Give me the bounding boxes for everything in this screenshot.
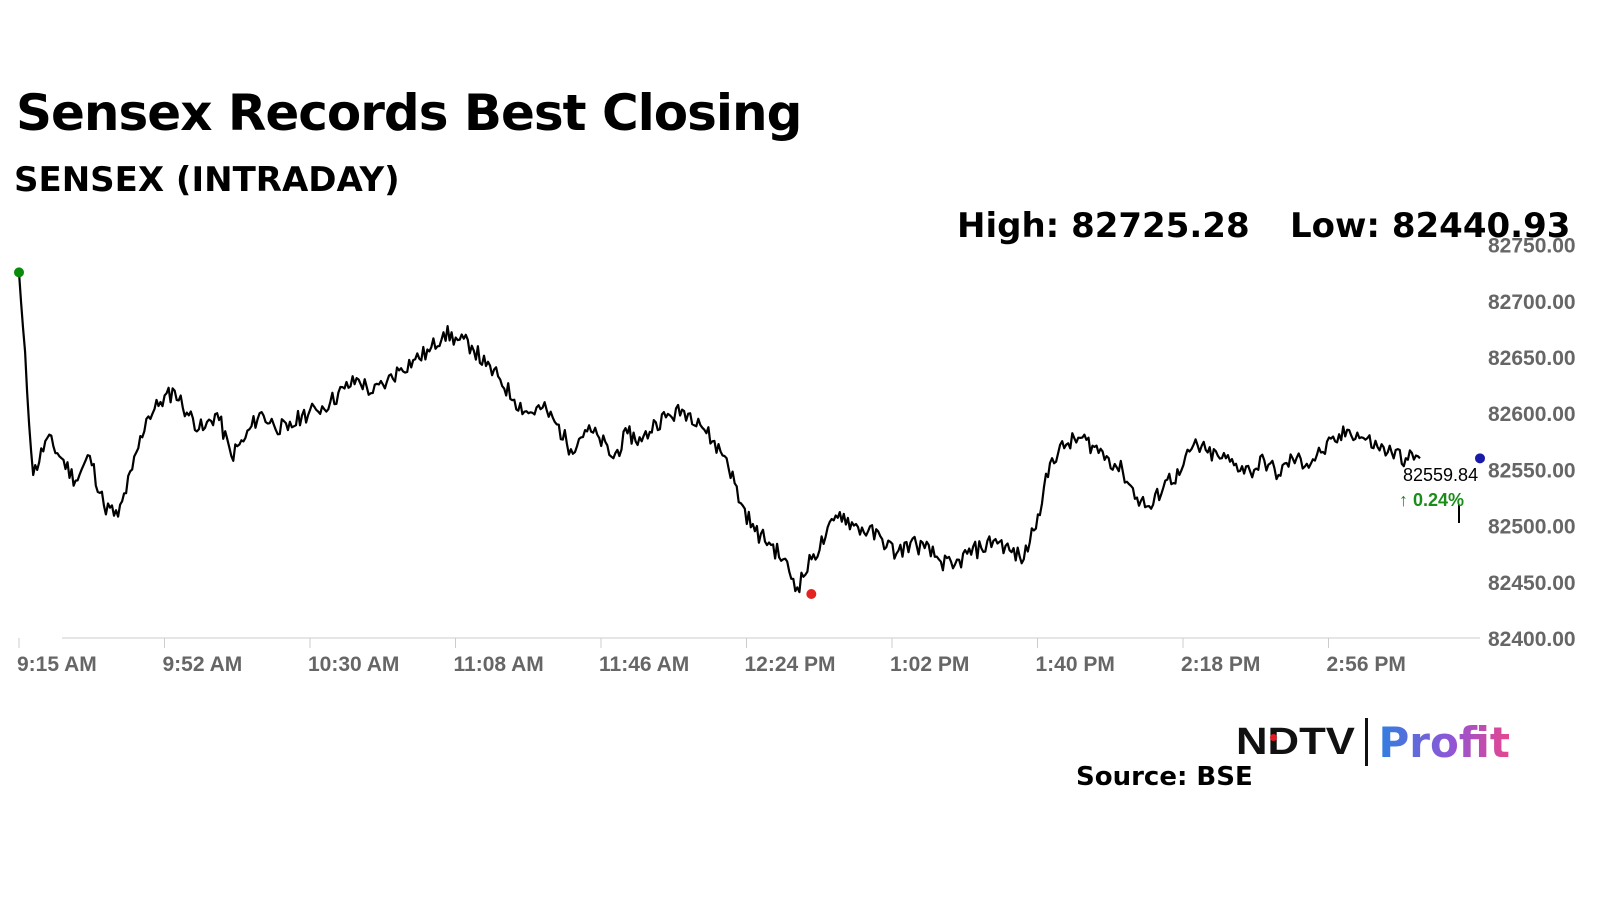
y-tick-label: 82500.00: [1488, 516, 1576, 539]
y-tick-label: 82550.00: [1488, 459, 1576, 482]
y-tick-label: 82750.00: [1488, 235, 1576, 258]
y-tick-label: 82650.00: [1488, 347, 1576, 370]
x-tick-label: 9:52 AM: [163, 653, 243, 676]
x-tick-label: 11:46 AM: [599, 653, 689, 676]
chart-title: Sensex Records Best Closing: [16, 84, 802, 142]
logo-divider: [1365, 718, 1369, 766]
x-tick-label: 11:08 AM: [454, 653, 544, 676]
x-tick-label: 2:56 PM: [1327, 653, 1406, 676]
y-tick-label: 82400.00: [1488, 628, 1576, 651]
y-tick-label: 82450.00: [1488, 572, 1576, 595]
low-marker: [806, 588, 817, 599]
sensex-series-line: [17, 272, 1421, 594]
x-tick-label: 1:02 PM: [890, 653, 969, 676]
last-value-label: 82559.84: [1403, 465, 1478, 485]
x-axis: 9:15 AM 9:52 AM 10:30 AM 11:08 AM 11:46 AM 12…: [17, 637, 1480, 676]
source-label: Source: BSE: [1076, 762, 1253, 792]
high-marker: [14, 267, 24, 278]
chart-subtitle: SENSEX (INTRADAY): [14, 160, 400, 200]
ndtv-profit-logo: NDTV Profit: [1236, 712, 1510, 772]
x-tick-label: 1:40 PM: [1036, 653, 1115, 676]
logo-red-dot: [1270, 734, 1277, 741]
high-value-label: High: 82725.28: [957, 206, 1250, 246]
y-axis: 82400.00 82450.00 82500.00 82550.00 82600.00…: [1488, 235, 1576, 651]
x-tick-label: 12:24 PM: [745, 653, 836, 676]
change-percent-label: ↑ 0.24%: [1399, 490, 1464, 510]
last-value-marker: [1475, 453, 1485, 464]
low-value-label: Low: 82440.93: [1290, 206, 1571, 246]
y-tick-label: 82600.00: [1488, 403, 1576, 426]
x-tick-label: 2:18 PM: [1181, 653, 1260, 676]
x-tick-label: 9:15 AM: [17, 653, 97, 676]
ndtv-logo-text: NDTV: [1236, 720, 1355, 763]
y-tick-label: 82700.00: [1488, 291, 1576, 314]
profit-logo-text: Profit: [1378, 717, 1511, 767]
x-tick-label: 10:30 AM: [308, 653, 399, 676]
